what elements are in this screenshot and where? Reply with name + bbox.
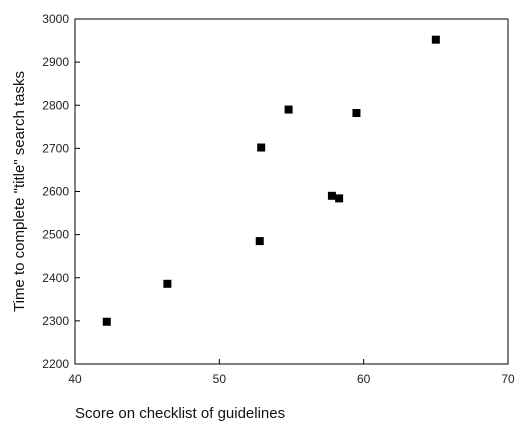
y-tick-label: 2400: [42, 271, 69, 285]
x-tick-label: 50: [213, 372, 227, 386]
y-axis-title: Time to complete "title" search tasks: [11, 71, 28, 312]
data-point: [284, 105, 293, 114]
data-point: [352, 109, 361, 118]
data-point: [102, 317, 111, 326]
y-axis-ticks: 2200 2300 2400 2500 2600 2700 2800 2900 3000: [42, 12, 80, 371]
data-point: [335, 194, 344, 203]
data-point: [327, 191, 336, 200]
x-tick-label: 60: [357, 372, 371, 386]
plot-border: [74, 18, 509, 365]
y-tick-label: 2600: [42, 185, 69, 199]
x-axis-ticks: 40 50 60 70: [68, 359, 515, 386]
plot-frame: [74, 18, 509, 365]
y-tick-label: 2500: [42, 228, 69, 242]
data-point: [163, 279, 172, 288]
y-tick-label: 2300: [42, 314, 69, 328]
x-tick-label: 40: [68, 372, 82, 386]
y-tick-label: 2200: [42, 357, 69, 371]
data-point: [431, 35, 440, 44]
data-point: [255, 237, 264, 246]
y-tick-label: 2800: [42, 98, 69, 112]
y-tick-label: 2900: [42, 55, 69, 69]
y-tick-label: 3000: [42, 12, 69, 26]
x-tick-label: 70: [501, 372, 515, 386]
x-axis-title: Score on checklist of guidelines: [75, 405, 285, 422]
data-points: [102, 35, 440, 326]
y-tick-label: 2700: [42, 141, 69, 155]
data-point: [257, 143, 266, 152]
